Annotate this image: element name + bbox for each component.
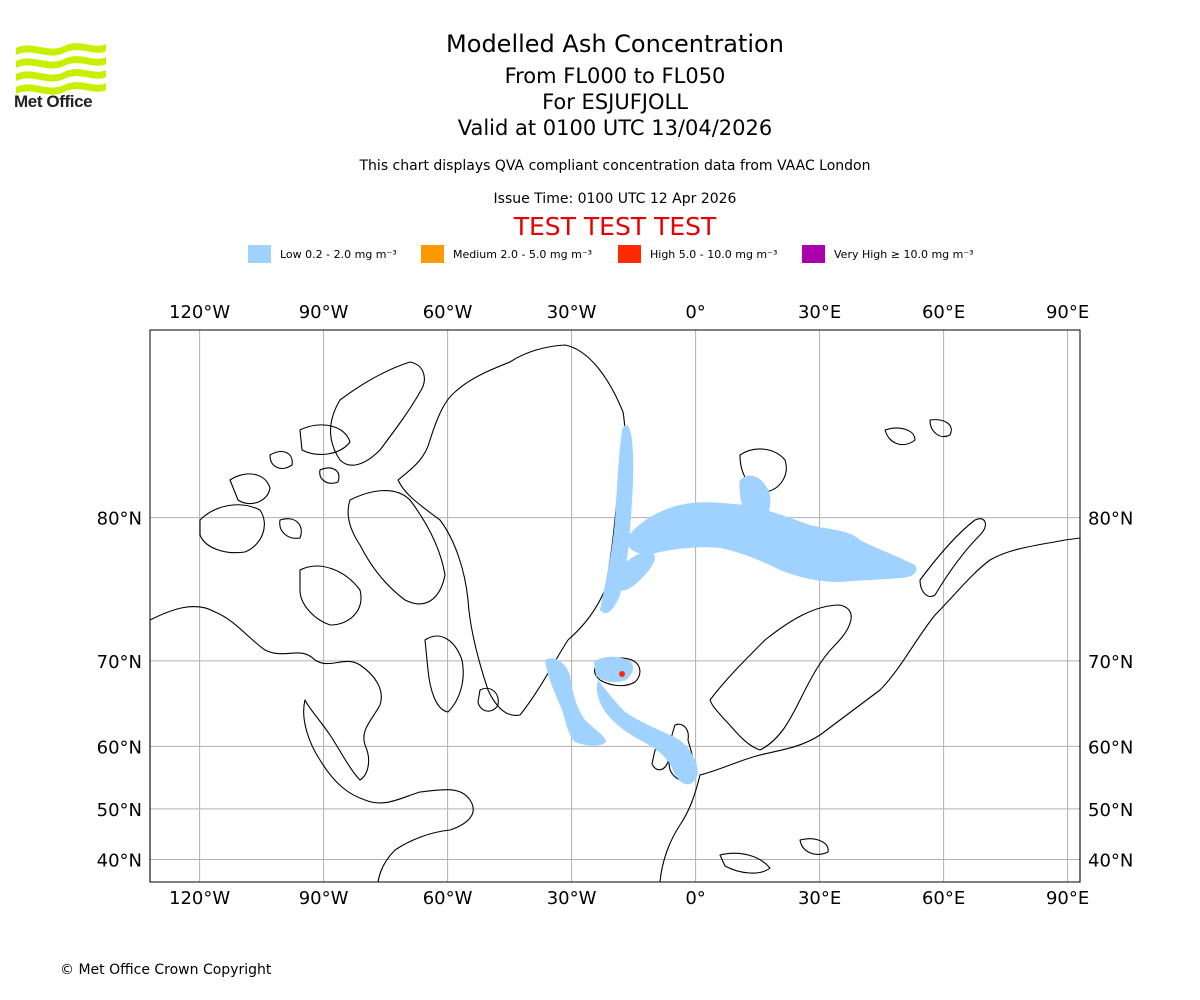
coastline-scandinavia	[709, 604, 852, 751]
issue-time: Issue Time: 0100 UTC 12 Apr 2026	[493, 191, 737, 207]
longitude-label-bottom: 90°E	[1046, 888, 1089, 909]
coastline-franz-josef	[884, 419, 952, 446]
coastline-eurasia	[659, 537, 1081, 883]
ash-area-greenland-sea	[615, 551, 655, 591]
latitude-label-left: 50°N	[97, 800, 142, 821]
coastline-labrador	[424, 635, 464, 713]
data-source-note: This chart displays QVA compliant concen…	[359, 158, 871, 174]
graticule	[150, 330, 1080, 882]
coastline-small-islands	[269, 451, 340, 539]
legend-label-medium: Medium 2.0 - 5.0 mg m⁻³	[453, 247, 593, 261]
legend-item-very-high: Very High ≥ 10.0 mg m⁻³	[802, 244, 974, 264]
met-office-wordmark: Met Office	[14, 92, 93, 111]
map-frame	[149, 329, 1081, 883]
ash-area-svalbard-south	[739, 475, 771, 542]
ash-area-iceland	[594, 656, 634, 683]
latitude-label-right: 60°N	[1088, 737, 1133, 758]
ash-area-barents-sea	[625, 502, 917, 582]
longitude-label-bottom: 120°W	[169, 888, 230, 909]
legend-item-high: High 5.0 - 10.0 mg m⁻³	[618, 244, 777, 264]
test-banner: TEST TEST TEST	[513, 212, 717, 241]
legend-swatch-medium	[421, 245, 444, 263]
longitude-label-top: 120°W	[169, 302, 230, 323]
latitude-label-left: 60°N	[97, 737, 142, 758]
ash-plume	[545, 424, 917, 785]
longitude-label-top: 90°W	[299, 302, 349, 323]
legend-label-low: Low 0.2 - 2.0 mg m⁻³	[280, 247, 397, 261]
longitude-label-bottom: 60°W	[423, 888, 473, 909]
flight-level-range: From FL000 to FL050	[504, 64, 726, 88]
latitude-label-left: 80°N	[97, 509, 142, 530]
latitude-label-right: 80°N	[1088, 509, 1133, 530]
longitude-label-top: 60°E	[922, 302, 965, 323]
latitude-label-left: 70°N	[97, 652, 142, 673]
coastline-hudson-bay	[299, 565, 362, 626]
longitude-label-top: 60°W	[423, 302, 473, 323]
coastline-newfoundland	[477, 687, 499, 712]
axis-labels: 120°W 120°W 90°W 90°W 60°W 60°W 30°W 30°W 0° 0° 30…	[97, 302, 1134, 909]
legend-label-very-high: Very High ≥ 10.0 mg m⁻³	[834, 247, 974, 261]
coastline-ellesmere	[329, 361, 425, 466]
longitude-label-bottom: 90°W	[299, 888, 349, 909]
ash-area-iceland-to-uk	[596, 680, 698, 785]
valid-time: Valid at 0100 UTC 13/04/2026	[457, 116, 773, 140]
legend-swatch-low	[248, 245, 271, 263]
coastline-devon-island	[299, 424, 351, 455]
coastline-mediterranean	[719, 838, 829, 874]
coastline-novaya-zemlya	[919, 518, 986, 598]
longitude-label-bottom: 30°E	[798, 888, 841, 909]
longitude-label-bottom: 30°W	[547, 888, 597, 909]
coastline-north-america	[149, 605, 474, 883]
legend-swatch-high	[618, 245, 641, 263]
latitude-label-right: 70°N	[1088, 652, 1133, 673]
legend-item-medium: Medium 2.0 - 5.0 mg m⁻³	[421, 244, 592, 264]
volcano-name: For ESJUFJOLL	[542, 90, 688, 114]
latitude-label-right: 40°N	[1088, 851, 1133, 872]
longitude-label-top: 30°W	[547, 302, 597, 323]
coastline-victoria-island	[199, 504, 265, 554]
coastline-greenland	[397, 344, 626, 716]
longitude-label-top: 0°	[685, 302, 705, 323]
coastlines	[149, 344, 1081, 883]
copyright: © Met Office Crown Copyright	[60, 962, 272, 978]
latitude-label-right: 50°N	[1088, 800, 1133, 821]
longitude-label-top: 90°E	[1046, 302, 1089, 323]
legend-label-high: High 5.0 - 10.0 mg m⁻³	[650, 247, 778, 261]
longitude-label-bottom: 60°E	[922, 888, 965, 909]
coastline-banks-island	[229, 473, 271, 505]
longitude-label-bottom: 0°	[685, 888, 705, 909]
latitude-label-left: 40°N	[97, 851, 142, 872]
met-office-logo-icon	[16, 43, 106, 95]
ash-area-high-source	[619, 671, 625, 677]
ash-area-southwest-atlantic	[545, 658, 606, 746]
legend-swatch-very-high	[802, 245, 825, 263]
chart-title: Modelled Ash Concentration	[446, 30, 784, 58]
legend-item-low: Low 0.2 - 2.0 mg m⁻³	[248, 244, 397, 264]
coastline-baffin-island	[347, 489, 446, 605]
longitude-label-top: 30°E	[798, 302, 841, 323]
